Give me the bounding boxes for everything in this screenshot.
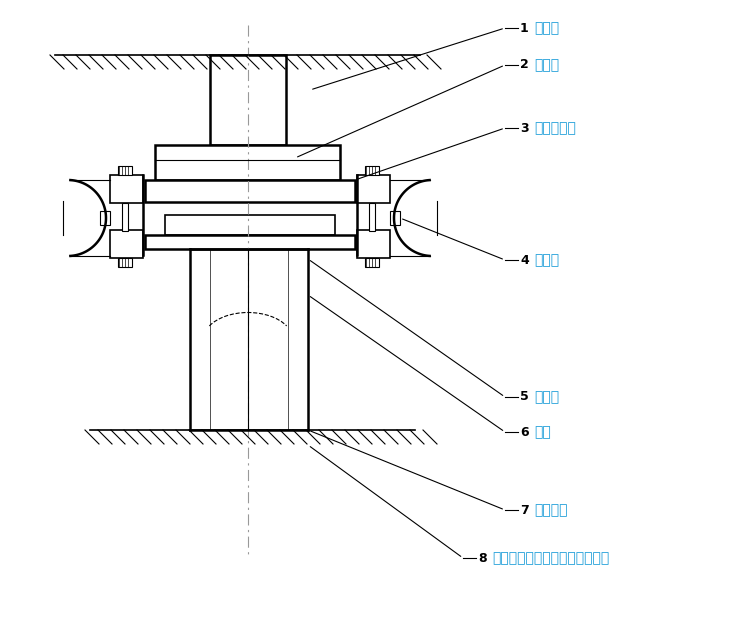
Bar [110,175,143,203]
Text: 1: 1 [520,21,529,35]
Bar [100,211,110,225]
Text: 5: 5 [520,391,529,403]
Text: 6: 6 [520,425,529,438]
Text: 试样: 试样 [534,425,551,439]
Text: 2: 2 [520,59,529,71]
Bar [369,203,375,231]
Bar [122,203,128,231]
Text: 夹芯板平压弹性模量试验机平台: 夹芯板平压弹性模量试验机平台 [492,551,609,565]
Bar [165,215,335,235]
Text: 下度块: 下度块 [534,390,559,404]
Text: 上度块: 上度块 [534,58,559,72]
Bar [145,235,355,249]
Bar [357,230,390,258]
Bar [365,166,379,175]
Bar [365,258,379,267]
Text: 3: 3 [520,122,529,134]
Bar [110,230,143,258]
Text: 7: 7 [520,503,529,517]
Text: 上压头: 上压头 [534,21,559,35]
Text: 测变形附件: 测变形附件 [534,121,576,135]
Bar [210,55,286,145]
Bar [390,211,400,225]
Text: 球形支座: 球形支座 [534,503,568,517]
Bar [357,175,390,203]
Bar [155,145,340,180]
Bar [118,166,132,175]
Text: 8: 8 [478,551,486,564]
Bar [118,258,132,267]
Text: 4: 4 [520,253,529,266]
Bar [145,180,355,202]
Text: 变形计: 变形计 [534,253,559,267]
